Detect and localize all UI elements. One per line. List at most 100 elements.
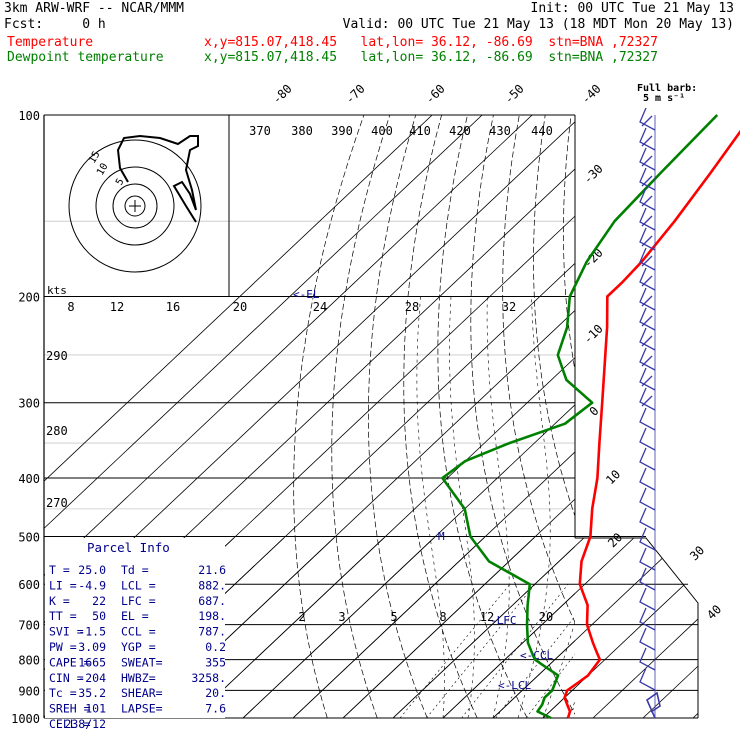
hodograph-speed-label: 28 xyxy=(405,300,419,314)
parcel-value: CELL = xyxy=(49,717,91,731)
dry-adiabat xyxy=(437,115,528,718)
isotherm xyxy=(642,538,698,718)
parcel-value: TT = xyxy=(49,609,77,623)
theta-label: 400 xyxy=(371,124,393,138)
parcel-value: YGP = xyxy=(121,640,156,654)
temperature-tick-label: -10 xyxy=(581,322,606,347)
theta-label: 440 xyxy=(531,124,553,138)
moist-adiabat xyxy=(618,297,740,719)
wind-barb xyxy=(639,307,656,331)
wind-barb xyxy=(639,207,656,231)
hodograph-ring-label: 5 xyxy=(114,177,127,188)
isotherm xyxy=(542,538,698,718)
isotherm xyxy=(292,538,698,718)
pressure-label: 300 xyxy=(18,397,40,411)
wind-barb-flag xyxy=(641,315,653,327)
wind-barb xyxy=(639,267,656,291)
forecast-hour: Fcst: 0 h xyxy=(4,17,106,32)
wind-barb xyxy=(639,467,656,491)
theta-left-label: 270 xyxy=(46,496,68,510)
mixing-ratio-line xyxy=(426,584,536,718)
dry-adiabat xyxy=(675,115,740,718)
pressure-label: 200 xyxy=(18,291,40,305)
parcel-value: 787. xyxy=(198,625,226,639)
temperature-tick-label: 20 xyxy=(605,530,625,550)
dry-adiabat xyxy=(592,115,740,718)
dry-adiabat xyxy=(470,115,575,715)
hodograph-units: kts xyxy=(47,284,67,297)
wind-barb-flag xyxy=(641,255,653,267)
isotherm xyxy=(492,640,575,718)
mixing-ratio-label: 3 xyxy=(338,610,345,624)
moist-adiabat xyxy=(593,297,735,719)
theta-label: 430 xyxy=(489,124,511,138)
wind-barbs xyxy=(639,107,661,719)
dry-adiabat xyxy=(648,115,740,718)
wind-barb-flag xyxy=(641,235,653,247)
wind-barb xyxy=(639,607,656,631)
theta-label: 390 xyxy=(331,124,353,138)
parcel-value: 50 xyxy=(92,609,106,623)
parcel-value: -4.9 xyxy=(78,578,106,592)
isotherm xyxy=(44,115,433,482)
pressure-label: 600 xyxy=(18,578,40,592)
isotherm xyxy=(643,115,740,718)
hodograph-trace xyxy=(116,134,199,223)
wind-barb xyxy=(639,167,656,191)
parcel-value: CIN = xyxy=(49,671,84,685)
theta-label: 370 xyxy=(249,124,271,138)
temperature-tick-label: -70 xyxy=(343,82,368,107)
axis-labels: 100 200 300 400 500 600 700 800 900 1000 -80 -70 -60… xyxy=(11,82,724,726)
wind-barb xyxy=(639,487,656,511)
wind-barb xyxy=(639,507,656,531)
temperature-tick-label: -50 xyxy=(502,82,527,107)
parcel-value: LAPSE= xyxy=(121,702,163,716)
wind-barb-flag xyxy=(641,215,653,227)
dry-adiabat xyxy=(533,115,575,518)
mixing-ratio-line xyxy=(399,584,511,718)
pressure-label: 800 xyxy=(18,654,40,668)
isotherm xyxy=(693,115,740,718)
parcel-value: LI = xyxy=(49,578,77,592)
wind-barb-flag xyxy=(641,275,653,287)
parcel-value: 3258. xyxy=(191,671,226,685)
wind-barb xyxy=(639,327,656,351)
level-marker-el: <-EL xyxy=(293,288,320,301)
parcel-value: LFC = xyxy=(121,594,156,608)
parcel-value: SVI = xyxy=(49,625,84,639)
isotherm xyxy=(442,538,698,718)
isotherm xyxy=(142,538,698,718)
dry-adiabat xyxy=(368,115,428,718)
parcel-value: 101 xyxy=(85,702,106,716)
wind-barb xyxy=(639,227,656,251)
mixing-ratio-label: 5 xyxy=(390,610,397,624)
hodograph-speed-label: 12 xyxy=(110,300,124,314)
wind-barb-flag xyxy=(641,335,653,347)
wind-barb xyxy=(639,347,656,371)
dry-adiabat xyxy=(727,115,740,718)
hodograph-speed-label: 16 xyxy=(166,300,180,314)
parcel-info-title: Parcel Info xyxy=(87,540,170,555)
pressure-label: 900 xyxy=(18,684,40,698)
isotherm xyxy=(342,538,698,718)
dry-adiabat xyxy=(331,115,391,718)
parcel-value: 0.2 xyxy=(205,640,226,654)
isotherm xyxy=(242,538,698,718)
parcel-value: 22 xyxy=(92,594,106,608)
isotherm xyxy=(242,404,575,718)
parcel-value: 355 xyxy=(205,655,226,669)
temperature-legend-info: x,y=815.07,418.45 lat,lon= 36.12, -86.69… xyxy=(204,35,658,50)
wind-barb-flag xyxy=(641,295,653,307)
hodograph-speed-label: 8 xyxy=(67,300,74,314)
isotherm xyxy=(592,538,698,718)
parcel-value: 238/12 xyxy=(64,717,106,731)
mixing-ratio-line xyxy=(566,706,575,718)
temperature-tick-label: 30 xyxy=(687,543,707,563)
temperature-tick-label: -60 xyxy=(423,82,448,107)
wind-barb xyxy=(639,367,656,391)
hodograph-speed-label: 20 xyxy=(233,300,247,314)
hodograph-ring xyxy=(112,183,158,229)
parcel-value: PW = xyxy=(49,640,77,654)
